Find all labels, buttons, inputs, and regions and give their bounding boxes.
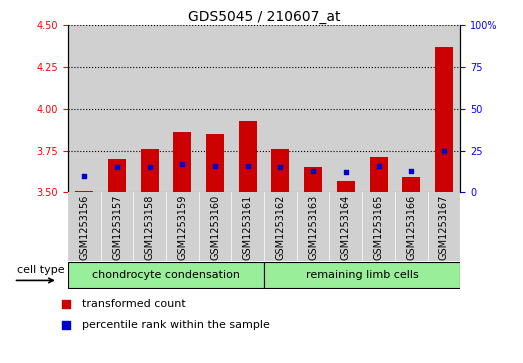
Point xyxy=(113,164,121,170)
Text: GSM1253162: GSM1253162 xyxy=(276,194,286,260)
Point xyxy=(145,164,154,170)
Point xyxy=(62,322,70,328)
Point xyxy=(244,163,252,168)
Point xyxy=(309,168,317,174)
Text: remaining limb cells: remaining limb cells xyxy=(306,270,418,280)
Point xyxy=(211,163,219,168)
Text: GSM1253167: GSM1253167 xyxy=(439,194,449,260)
FancyBboxPatch shape xyxy=(231,192,264,261)
Point xyxy=(374,163,383,168)
Bar xyxy=(370,157,388,192)
Bar xyxy=(271,149,289,192)
Point xyxy=(276,164,285,170)
FancyBboxPatch shape xyxy=(133,192,166,261)
Bar xyxy=(166,25,199,192)
Point xyxy=(342,170,350,175)
Bar xyxy=(304,167,322,192)
Text: percentile rank within the sample: percentile rank within the sample xyxy=(82,320,270,330)
Point xyxy=(440,148,448,154)
Point xyxy=(62,301,70,307)
Text: cell type: cell type xyxy=(17,265,65,274)
Bar xyxy=(100,25,133,192)
Bar xyxy=(75,191,93,192)
FancyBboxPatch shape xyxy=(395,192,428,261)
FancyBboxPatch shape xyxy=(199,192,231,261)
Text: GSM1253160: GSM1253160 xyxy=(210,194,220,260)
FancyBboxPatch shape xyxy=(362,192,395,261)
FancyBboxPatch shape xyxy=(68,262,264,288)
Text: GSM1253157: GSM1253157 xyxy=(112,194,122,260)
Bar xyxy=(329,25,362,192)
Text: GSM1253156: GSM1253156 xyxy=(79,194,89,260)
Text: GSM1253164: GSM1253164 xyxy=(341,194,351,260)
Bar xyxy=(199,25,231,192)
Bar xyxy=(231,25,264,192)
Bar xyxy=(174,132,191,192)
FancyBboxPatch shape xyxy=(264,262,460,288)
Point xyxy=(178,161,187,167)
Bar xyxy=(68,25,100,192)
Bar xyxy=(337,181,355,192)
Text: chondrocyte condensation: chondrocyte condensation xyxy=(92,270,240,280)
Text: GSM1253166: GSM1253166 xyxy=(406,194,416,260)
Bar xyxy=(133,25,166,192)
Text: GSM1253161: GSM1253161 xyxy=(243,194,253,260)
Bar xyxy=(239,121,257,192)
FancyBboxPatch shape xyxy=(297,192,329,261)
Text: GSM1253158: GSM1253158 xyxy=(145,194,155,260)
FancyBboxPatch shape xyxy=(428,192,460,261)
Text: GSM1253163: GSM1253163 xyxy=(308,194,318,260)
Bar xyxy=(435,47,453,192)
Bar xyxy=(395,25,428,192)
Bar xyxy=(108,159,126,192)
FancyBboxPatch shape xyxy=(329,192,362,261)
Text: transformed count: transformed count xyxy=(82,299,186,309)
Bar xyxy=(206,134,224,192)
Point xyxy=(80,173,88,179)
Bar xyxy=(297,25,329,192)
Text: GSM1253165: GSM1253165 xyxy=(373,194,383,260)
Bar xyxy=(428,25,460,192)
FancyBboxPatch shape xyxy=(166,192,199,261)
FancyBboxPatch shape xyxy=(264,192,297,261)
FancyBboxPatch shape xyxy=(68,192,100,261)
Point xyxy=(407,168,415,174)
Bar xyxy=(264,25,297,192)
FancyBboxPatch shape xyxy=(100,192,133,261)
Bar xyxy=(402,178,420,192)
Title: GDS5045 / 210607_at: GDS5045 / 210607_at xyxy=(188,11,340,24)
Bar xyxy=(362,25,395,192)
Bar xyxy=(141,149,158,192)
Text: GSM1253159: GSM1253159 xyxy=(177,194,187,260)
